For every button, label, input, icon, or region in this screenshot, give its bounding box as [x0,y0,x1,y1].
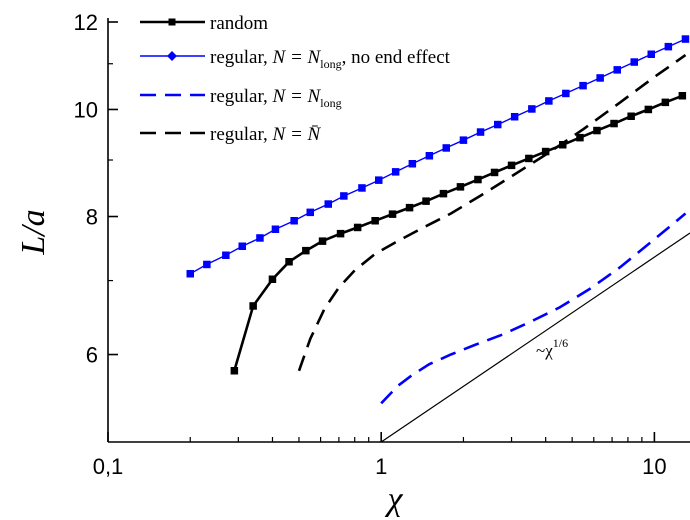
series-4-line [380,232,690,442]
series-0-point [302,246,310,255]
series-0-point [541,147,550,156]
series-0-point [249,302,257,310]
series-1-point [528,105,536,113]
series-1-point [510,113,519,121]
series-0-point [507,161,516,170]
series-1-point [203,260,211,269]
y-tick-label: 10 [74,97,98,122]
legend-label-var: N [272,124,287,145]
legend-label-2: regular, N = Nlong [210,86,342,110]
series-1-point [375,176,383,184]
series-1-point [306,208,314,217]
series-0-point [422,197,430,205]
y-tick-label: 8 [86,205,98,230]
slope-annotation-exponent: 1/6 [553,336,568,350]
series-0-point [456,183,465,191]
series-1-point [358,184,366,192]
legend-label-main: regular, [210,86,273,107]
series-0-point [678,92,687,100]
series-1-point [425,152,434,160]
series-1-point [579,81,587,90]
labels: 0,1 1 10 6 8 10 12 χ L/a ~χ1/6 [15,10,667,518]
slope-annotation-base: ~χ [536,341,553,360]
series-0-point [439,189,448,198]
series-0-point [371,217,379,225]
series-0-point [285,258,293,266]
series-0-point [593,126,601,135]
series-1-point [324,200,332,208]
series-1-point [596,74,604,82]
series-1-point [681,35,690,43]
series-1-point [340,192,348,200]
legend-label-rest: , no end effect [342,47,451,68]
series-0-point [405,203,414,212]
series-0-point [388,210,397,218]
legend-label-var: N [272,86,287,107]
series-1-point [271,225,280,233]
legend-label-1: regular, N = Nlong, no end effect [210,47,451,71]
legend-label-eq: = N [285,47,321,68]
series-0-point [336,229,345,238]
legend-label-sub: long [320,96,341,110]
legend-marker-1 [167,51,177,61]
series-0-point [627,112,635,120]
series-1-point [562,89,570,98]
series-0-point [559,141,567,149]
series-0-point [268,275,277,283]
legend-label-main: regular, [210,124,273,145]
legend-label-eq: = N [285,86,321,107]
series-1-point [664,42,673,51]
x-axis-title: χ [385,481,404,518]
series-1-point [391,168,400,176]
series-1-point [222,251,230,259]
series-0-point [525,154,533,163]
series-1-point [442,144,450,152]
x-tick-label: 0,1 [93,454,124,479]
series-1-point [647,50,655,58]
series-1-point [476,128,485,136]
legend-label-main: regular, [210,47,273,68]
series-1-point [186,270,194,278]
series-0-point [353,223,362,232]
series-0-point [318,237,327,245]
series-1-point [459,136,468,144]
legend-marker-0 [168,18,176,26]
legend-label-main: random [210,13,268,34]
series-0-point [610,119,618,128]
y-tick-label: 6 [86,343,98,368]
series-layer [186,35,690,442]
slope-annotation: ~χ1/6 [536,336,568,360]
series-2-line [380,212,687,405]
legend-label-sub: long [320,57,341,71]
y-tick-label: 12 [74,10,98,35]
series-1-point [238,242,246,250]
y-axis-title: L/a [15,209,52,255]
legend-label-eq: = N̄ [285,124,321,145]
legend-label-var: N [272,47,287,68]
series-3-line [297,54,687,372]
legend-label-3: regular, N = N̄ [210,124,322,145]
series-1-point [545,97,553,105]
series-1-point [256,234,264,242]
series-1-line [189,38,686,275]
series-0-point [490,168,499,177]
legend-label-0: random [210,13,268,34]
x-tick-label: 1 [375,454,387,479]
series-0-point [644,105,653,114]
series-1-point [630,58,638,66]
x-tick-label: 10 [642,454,666,479]
series-1-point [494,120,502,129]
series-0-point [474,175,482,184]
series-1-point [408,160,417,168]
series-1-point [613,66,621,74]
series-0-point [661,98,670,107]
axes-layer [107,18,690,443]
series-1-point [290,217,298,225]
series-0-point [576,133,584,142]
series-0-point [230,367,239,375]
